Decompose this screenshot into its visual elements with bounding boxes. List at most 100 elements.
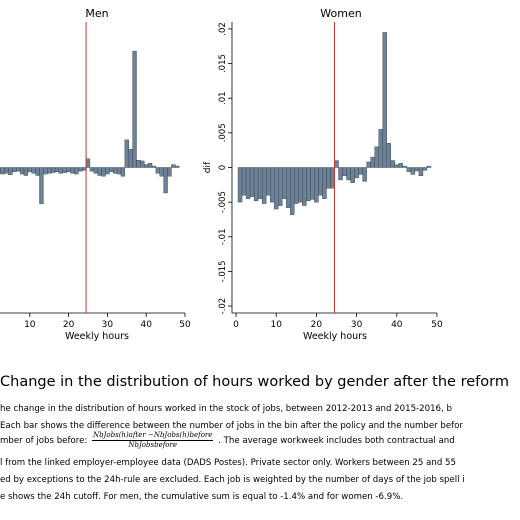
bar	[274, 167, 279, 210]
bar	[390, 160, 395, 168]
x-tick-label: 10	[270, 320, 282, 330]
bar	[163, 167, 168, 194]
bar	[318, 167, 323, 196]
bar	[132, 50, 137, 168]
bar	[378, 129, 383, 168]
x-tick-label: 30	[351, 320, 363, 330]
bar	[334, 160, 339, 168]
bar	[175, 165, 180, 168]
bar	[426, 165, 432, 168]
bar	[19, 167, 25, 175]
bar	[167, 167, 172, 177]
panel-title: Women	[320, 7, 361, 20]
bar	[136, 160, 141, 168]
bar	[113, 167, 118, 174]
x-axis-label: Weekly hours	[65, 331, 129, 342]
figure-note-line-6: e shows the 24h cutoff. For men, the cum…	[0, 492, 404, 502]
bar	[128, 149, 133, 168]
bar	[66, 167, 71, 173]
bar	[414, 167, 420, 172]
bar	[54, 167, 60, 173]
bar	[370, 156, 375, 168]
bar	[294, 167, 299, 204]
x-tick-label: 20	[311, 320, 323, 330]
y-axis-label: dif	[203, 161, 213, 173]
bar	[422, 167, 428, 171]
bar	[8, 167, 13, 175]
bar	[253, 167, 259, 201]
bar	[109, 167, 114, 173]
bar	[23, 167, 29, 176]
bar	[330, 167, 335, 189]
bar	[322, 167, 327, 199]
bar	[358, 167, 363, 175]
bar	[237, 167, 243, 203]
bar	[27, 167, 32, 173]
x-tick-label: 10	[24, 320, 36, 330]
bar	[124, 139, 129, 168]
panel-men: Men01020304050Weekly hours	[0, 7, 191, 342]
bar	[406, 167, 412, 172]
bar	[62, 167, 67, 173]
bar	[151, 165, 157, 168]
bar	[105, 167, 110, 175]
bar	[47, 167, 52, 174]
bar	[116, 167, 122, 175]
figure-note-line-5: ed by exceptions to the 24h-rule are exc…	[0, 475, 465, 485]
figure-note-line-3: mber of jobs before: NbJobs(h)after −NbJ…	[0, 432, 455, 449]
bar	[147, 162, 153, 168]
bar	[290, 167, 295, 215]
bar	[58, 167, 63, 174]
bar	[350, 167, 355, 183]
bar	[16, 167, 21, 172]
panel-title: Men	[85, 7, 108, 20]
x-tick-label: 50	[431, 320, 443, 330]
bar	[286, 167, 291, 208]
x-tick-label: 0	[233, 320, 239, 330]
bar	[12, 167, 17, 173]
bar	[298, 167, 303, 203]
bar	[93, 167, 98, 174]
bar	[346, 167, 351, 181]
bar	[326, 167, 331, 189]
bar	[144, 164, 149, 168]
bar	[310, 167, 315, 200]
bar	[354, 167, 359, 179]
bar	[81, 167, 87, 171]
bar	[171, 164, 176, 168]
bar	[374, 146, 379, 168]
bar	[35, 167, 40, 176]
bar	[366, 161, 371, 168]
bar	[257, 167, 263, 199]
x-tick-label: 40	[391, 320, 403, 330]
note-line3-pre: mber of jobs before:	[0, 436, 88, 446]
bar	[74, 167, 79, 175]
note-fraction: NbJobs(h)after −NbJobs(h)before NbJobsbe…	[92, 432, 214, 449]
bar	[265, 167, 271, 196]
bar	[97, 167, 102, 176]
bar	[155, 167, 160, 174]
bar	[418, 167, 424, 177]
bar	[338, 167, 343, 181]
bar	[394, 164, 400, 168]
y-tick-label: .02	[218, 22, 228, 36]
bar	[140, 160, 145, 168]
bar	[245, 167, 251, 199]
y-tick-label: -.015	[218, 260, 228, 282]
bar	[302, 167, 307, 206]
bar	[43, 167, 48, 175]
bar	[386, 143, 391, 168]
y-tick-label: -.02	[218, 298, 228, 315]
note-fraction-denominator: NbJobsbefore	[128, 441, 178, 449]
bar	[0, 167, 5, 175]
x-axis-label: Weekly hours	[303, 331, 367, 342]
figure-note-line-1: he change in the distribution of hours w…	[0, 404, 452, 414]
bar	[402, 165, 408, 168]
y-tick-label: .015	[218, 54, 228, 73]
bar	[306, 167, 311, 201]
figure-caption-title: Change in the distribution of hours work…	[0, 374, 509, 390]
figure-note-line-4: l from the linked employer-employee data…	[0, 458, 456, 468]
bar	[39, 167, 44, 205]
y-tick-label: 0	[218, 165, 228, 170]
bar	[249, 167, 255, 197]
